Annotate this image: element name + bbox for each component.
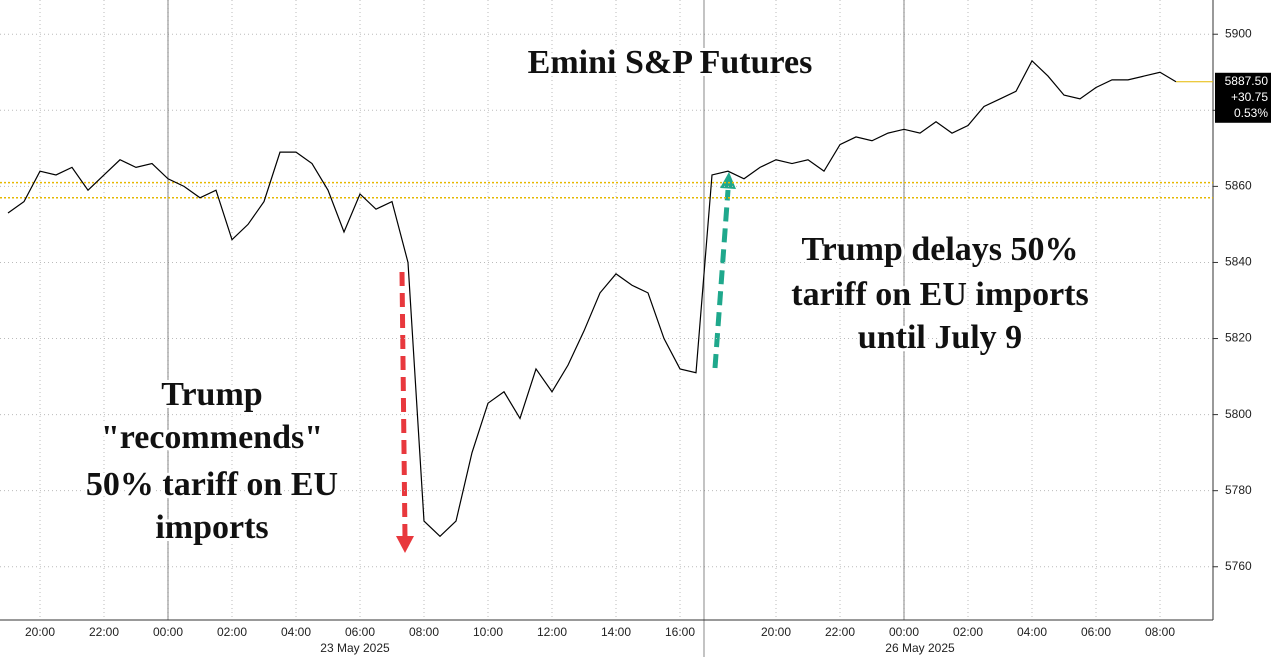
x-tick-label: 02:00 <box>953 625 983 639</box>
arrow-rise <box>712 172 736 369</box>
x-tick-label: 20:00 <box>25 625 55 639</box>
x-tick-label: 12:00 <box>537 625 567 639</box>
x-tick-label: 08:00 <box>409 625 439 639</box>
y-tick-label: 5900 <box>1225 26 1252 40</box>
x-tick-label: 10:00 <box>473 625 503 639</box>
x-tick-label: 02:00 <box>217 625 247 639</box>
annotation: tariff on EU imports <box>791 276 1088 313</box>
annotation: 50% tariff on EU <box>86 466 338 503</box>
date-label: 26 May 2025 <box>885 641 955 655</box>
x-tick-label: 00:00 <box>153 625 183 639</box>
x-tick-label: 06:00 <box>345 625 375 639</box>
x-tick-label: 04:00 <box>281 625 311 639</box>
x-tick-label: 20:00 <box>761 625 791 639</box>
last-price-label: +30.75 <box>1231 90 1268 104</box>
annotation: Trump delays 50% <box>801 231 1078 268</box>
arrow-drop <box>396 271 414 553</box>
annotation: until July 9 <box>858 319 1022 356</box>
y-tick-label: 5820 <box>1225 331 1252 345</box>
last-price-label: 0.53% <box>1234 106 1268 120</box>
y-tick-label: 5800 <box>1225 407 1252 421</box>
x-tick-label: 22:00 <box>89 625 119 639</box>
date-label: 23 May 2025 <box>320 641 390 655</box>
x-tick-label: 06:00 <box>1081 625 1111 639</box>
y-tick-label: 5760 <box>1225 559 1252 573</box>
x-tick-label: 04:00 <box>1017 625 1047 639</box>
x-tick-label: 00:00 <box>889 625 919 639</box>
annotation: imports <box>155 509 268 546</box>
chart-title: Emini S&P Futures <box>528 44 813 81</box>
y-tick-label: 5780 <box>1225 483 1252 497</box>
x-tick-label: 14:00 <box>601 625 631 639</box>
x-tick-label: 22:00 <box>825 625 855 639</box>
last-price-box <box>1215 72 1271 123</box>
annotation: Trump <box>161 376 262 413</box>
x-tick-label: 08:00 <box>1145 625 1175 639</box>
price-line <box>7 59 1177 538</box>
y-tick-label: 5840 <box>1225 255 1252 269</box>
last-price-label: 5887.50 <box>1225 74 1269 88</box>
x-tick-label: 16:00 <box>665 625 695 639</box>
y-tick-label: 5860 <box>1225 179 1252 193</box>
annotation: "recommends" <box>101 419 323 456</box>
